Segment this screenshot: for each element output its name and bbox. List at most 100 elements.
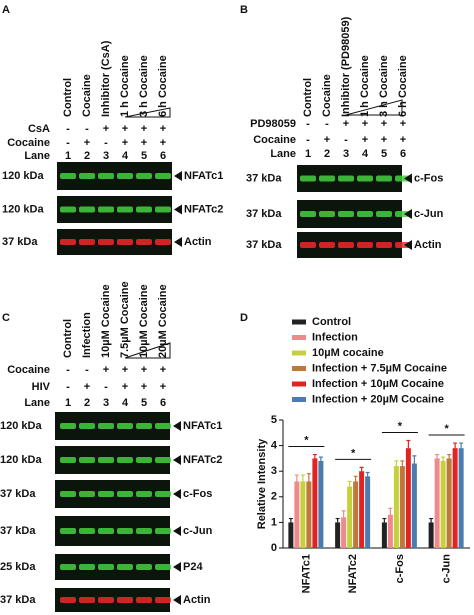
blot-name: Actin — [184, 236, 212, 248]
kda-label: 37 kDa — [246, 172, 282, 184]
blot-band — [79, 239, 95, 245]
row-mark: 4 — [122, 150, 129, 162]
lane-header: 1 h Cocaine — [119, 55, 131, 117]
row-mark: - — [85, 123, 89, 135]
row-label: Lane — [24, 397, 50, 409]
bar — [335, 522, 341, 548]
bar — [411, 463, 417, 548]
significance-star: * — [444, 423, 449, 435]
row-label: Cocaine — [7, 137, 50, 149]
row-mark: 5 — [381, 148, 387, 160]
row-mark: - — [85, 364, 89, 376]
blot-band — [376, 211, 392, 217]
kda-label: 37 kDa — [246, 239, 282, 251]
bar — [318, 460, 324, 548]
legend-label: Infection + 7.5µM Cocaine — [312, 362, 447, 374]
arrowhead — [404, 173, 412, 184]
kda-label: 25 kDa — [0, 561, 36, 573]
kda-label: 37 kDa — [0, 525, 36, 537]
x-tick-label: c-Jun — [441, 554, 453, 584]
row-mark: 5 — [141, 150, 147, 162]
blot-name: NFATc1 — [183, 420, 222, 432]
kda-label: 37 kDa — [246, 208, 282, 220]
blot-band — [136, 173, 152, 179]
blot-name: P24 — [183, 561, 203, 573]
bar — [353, 481, 359, 548]
bar — [294, 481, 300, 548]
blot-band — [117, 491, 133, 497]
error-bar — [294, 474, 299, 482]
panel-letter: A — [2, 4, 10, 16]
row-mark: 5 — [141, 397, 147, 409]
blot-band — [136, 239, 152, 245]
y-tick-label: 2 — [271, 491, 277, 503]
error-bar — [335, 517, 340, 523]
y-tick-label: 4 — [271, 440, 278, 452]
blot-band — [79, 564, 95, 570]
blot-band — [117, 564, 133, 570]
blot-band — [117, 239, 133, 245]
blot-band — [60, 564, 76, 570]
row-label: CsA — [28, 123, 50, 135]
blot-band — [98, 528, 114, 534]
error-bar — [394, 460, 399, 467]
blot-band — [117, 423, 133, 429]
bar — [365, 476, 371, 548]
row-mark: + — [160, 123, 166, 135]
y-tick-label: 5 — [271, 414, 277, 426]
row-mark: + — [160, 381, 166, 393]
kda-label: 37 kDa — [0, 488, 36, 500]
row-mark: + — [122, 137, 128, 149]
gradient-wedge — [124, 342, 171, 359]
lane-header: 7.5µM Cocaine — [119, 281, 131, 358]
row-mark: - — [104, 137, 108, 149]
lane-header: Control — [302, 78, 314, 117]
significance-star: * — [304, 434, 309, 446]
blot-band — [98, 423, 114, 429]
row-label: HIV — [32, 381, 51, 393]
blot-band — [98, 564, 114, 570]
legend-swatch — [292, 381, 306, 387]
y-axis-label: Relative Intensity — [256, 438, 268, 529]
legend-swatch — [292, 366, 306, 371]
blot-band — [79, 457, 95, 463]
kda-label: 120 kDa — [2, 170, 44, 182]
blot-band — [155, 206, 171, 213]
row-mark: 3 — [343, 148, 349, 160]
blot-band — [60, 423, 76, 429]
blot-name: c-Jun — [183, 525, 213, 537]
significance-star: * — [351, 447, 356, 459]
row-mark: 1 — [65, 397, 71, 409]
blot-band — [60, 239, 76, 245]
lane-header: Infection — [81, 312, 93, 358]
blot-band — [60, 528, 76, 534]
arrowhead — [173, 455, 181, 465]
row-mark: - — [325, 118, 329, 130]
error-bar — [453, 442, 458, 449]
blot-band — [98, 597, 114, 603]
lane-header: 3 h Cocaine — [378, 55, 390, 117]
row-label: PD98059 — [250, 118, 296, 130]
blot-band — [155, 491, 171, 497]
error-bar — [412, 455, 417, 464]
row-mark: + — [84, 137, 90, 149]
blot-panel — [57, 196, 172, 223]
error-bar — [406, 439, 411, 449]
lane-header: Cocaine — [321, 74, 333, 117]
error-bar — [300, 474, 305, 482]
blot-band — [98, 173, 114, 179]
y-tick-label: 0 — [271, 542, 277, 554]
legend-swatch — [292, 335, 306, 340]
blot-band — [136, 206, 152, 213]
row-mark: - — [66, 381, 70, 393]
row-mark: 3 — [103, 397, 109, 409]
bar — [341, 517, 347, 548]
bar — [458, 448, 464, 548]
error-bar — [429, 517, 434, 523]
blot-band — [300, 175, 316, 182]
blot-name: NFATc2 — [183, 454, 222, 466]
arrowhead — [173, 489, 181, 499]
row-mark: 2 — [84, 150, 90, 162]
blot-band — [79, 206, 95, 213]
blot-band — [117, 173, 133, 179]
